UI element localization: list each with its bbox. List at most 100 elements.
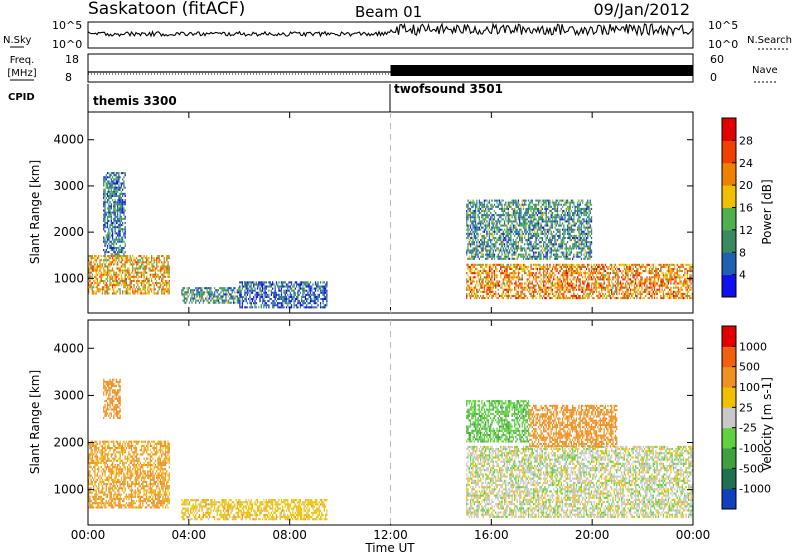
power-cell <box>527 236 530 240</box>
power-cell <box>111 275 114 278</box>
power-cell <box>500 294 502 298</box>
power-cell <box>674 276 676 279</box>
power-cell <box>626 270 628 273</box>
power-cell <box>502 243 504 246</box>
power-cell <box>479 274 482 277</box>
power-cell <box>115 221 117 225</box>
power-cell <box>193 293 196 296</box>
power-cell <box>515 232 517 235</box>
power-cell <box>122 269 124 272</box>
power-cell <box>129 257 131 260</box>
power-cell <box>265 302 267 305</box>
power-cell <box>114 277 116 280</box>
power-cell <box>142 271 144 274</box>
power-cell <box>472 222 474 225</box>
power-cell <box>268 293 270 296</box>
power-cell <box>109 240 111 243</box>
power-cell <box>687 263 690 266</box>
power-cell <box>598 270 600 273</box>
power-cell <box>503 282 506 285</box>
power-cell <box>501 284 503 287</box>
power-cell <box>514 201 516 204</box>
power-cell <box>469 282 472 285</box>
power-cell <box>466 249 468 252</box>
power-cell <box>485 247 487 250</box>
power-cell <box>120 192 123 195</box>
power-cell <box>110 282 112 285</box>
power-cell <box>309 289 312 292</box>
power-cell <box>587 284 589 287</box>
power-cell <box>253 302 255 305</box>
power-cell <box>231 289 233 292</box>
power-cell <box>115 180 117 183</box>
power-cell <box>285 295 288 298</box>
power-cell <box>250 302 252 305</box>
power-cell <box>111 234 114 237</box>
power-cell <box>124 282 126 285</box>
power-cell <box>114 203 116 206</box>
freq-tick-bottom: 8 <box>65 71 72 84</box>
power-cell <box>196 289 198 292</box>
power-cell <box>490 249 492 252</box>
power-cell <box>564 278 566 281</box>
power-cell <box>616 270 618 273</box>
power-cell <box>558 286 560 289</box>
power-cell <box>108 207 110 210</box>
power-cell <box>535 205 537 208</box>
nave-tick-bottom: 0 <box>710 71 717 84</box>
power-cell <box>467 232 469 235</box>
power-cell <box>129 282 131 285</box>
power-cell <box>115 236 117 239</box>
power-cell <box>629 297 632 300</box>
power-cell <box>251 289 254 292</box>
power-cell <box>153 273 155 276</box>
power-cell <box>501 265 503 268</box>
power-cell <box>158 288 160 291</box>
power-cell <box>253 289 255 292</box>
power-cell <box>110 180 112 183</box>
power-cell <box>254 306 256 309</box>
power-cell <box>541 290 544 293</box>
power-cell <box>667 270 670 273</box>
power-cell <box>631 272 633 275</box>
power-cell <box>514 251 516 254</box>
power-cell <box>143 292 145 295</box>
power-cell <box>690 286 692 289</box>
power-cell <box>118 197 120 200</box>
power-cell <box>476 253 478 256</box>
power-cell <box>656 276 658 279</box>
power-cell <box>555 267 557 271</box>
power-cell <box>685 288 687 291</box>
power-cell <box>677 286 680 289</box>
power-cell <box>89 271 91 274</box>
power-cell <box>627 294 629 298</box>
power-cell <box>506 276 508 279</box>
power-cell <box>471 232 473 235</box>
power-cell <box>103 271 105 274</box>
power-cell <box>491 239 493 242</box>
power-cell <box>116 275 119 278</box>
power-cell <box>578 288 580 291</box>
power-cell <box>483 199 486 202</box>
power-cell <box>482 253 484 256</box>
power-cell <box>549 263 551 266</box>
power-cell <box>266 304 269 307</box>
power-cell <box>313 287 315 290</box>
power-cell <box>488 224 491 227</box>
power-cell <box>312 306 314 309</box>
power-cell <box>297 283 299 286</box>
power-cell <box>119 203 121 206</box>
power-cell <box>530 216 532 219</box>
power-cell <box>648 276 651 279</box>
power-cell <box>478 274 480 277</box>
power-cell <box>322 287 324 290</box>
power-cell <box>655 272 657 275</box>
power-cell <box>510 267 512 271</box>
power-cell <box>478 199 480 202</box>
power-cell <box>525 218 527 221</box>
power-cell <box>244 289 246 292</box>
power-cell <box>565 286 567 289</box>
power-cell <box>539 270 541 273</box>
power-cell <box>215 301 217 304</box>
power-cell <box>293 283 295 286</box>
